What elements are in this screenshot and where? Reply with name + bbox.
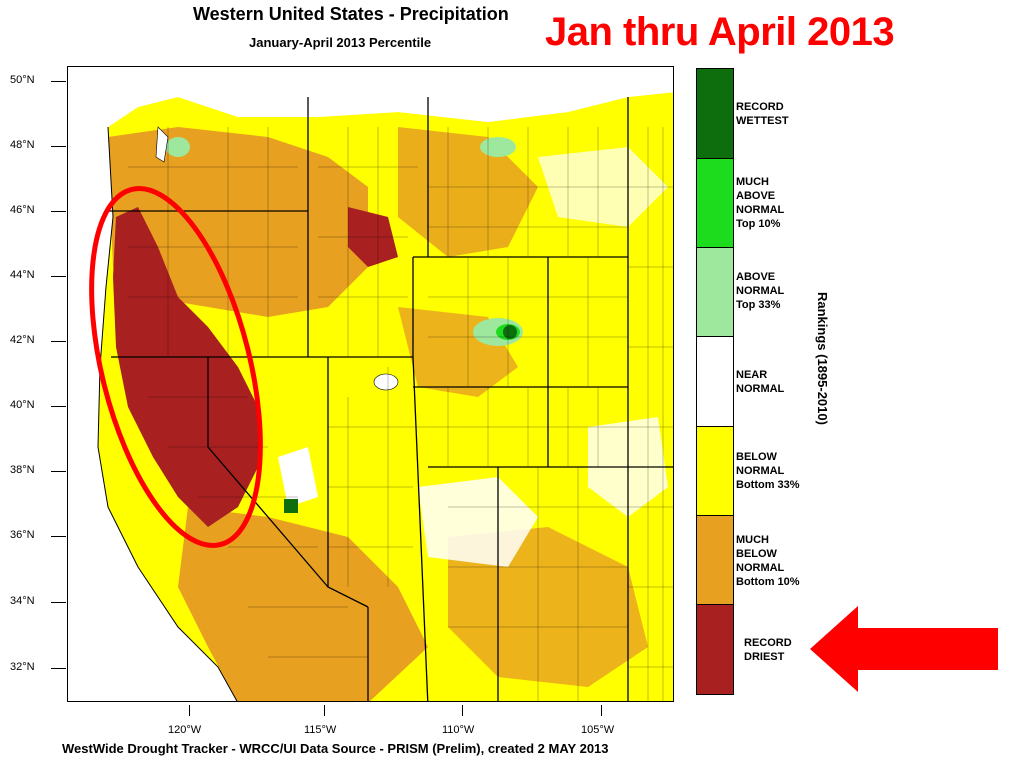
- legend-color-bar: [696, 68, 734, 695]
- lat-tick: [51, 406, 66, 407]
- precipitation-map: [67, 66, 674, 702]
- legend-label-near-normal: NEAR NORMAL: [736, 369, 785, 395]
- region-above-normal-wa: [166, 137, 190, 157]
- lon-label-120: 120°W: [168, 724, 202, 736]
- region-record-wettest-nv: [284, 499, 298, 513]
- lat-tick: [51, 211, 66, 212]
- legend-label-above: ABOVE NORMAL Top 33%: [736, 271, 785, 311]
- lat-label-40: 40°N: [10, 399, 35, 411]
- lat-tick: [51, 602, 66, 603]
- region-orange-nw: [108, 127, 368, 317]
- highlight-ellipse: [89, 186, 263, 548]
- lon-tick: [324, 705, 325, 716]
- lat-label-32: 32°N: [10, 661, 35, 673]
- arrow-shape: [810, 606, 998, 692]
- lat-label-42: 42°N: [10, 334, 35, 346]
- legend-swatch-much-below: [697, 516, 733, 605]
- lon-tick: [601, 705, 602, 716]
- data-credit: WestWide Drought Tracker - WRCC/UI Data …: [62, 741, 609, 756]
- lat-tick: [51, 81, 66, 82]
- pacific-ocean: [68, 67, 237, 701]
- legend-swatch-above: [697, 248, 733, 337]
- lon-label-115: 115°W: [304, 724, 337, 736]
- lat-label-50: 50°N: [10, 74, 35, 86]
- coastline: [97, 126, 238, 701]
- legend-label-much-below: MUCH BELOW NORMAL Bottom 10%: [736, 534, 800, 588]
- region-above-normal-mt: [480, 137, 516, 157]
- lon-tick: [462, 705, 463, 716]
- legend-swatch-record-driest: [697, 605, 733, 694]
- puget-sound: [155, 126, 169, 163]
- headline: Jan thru April 2013: [545, 10, 895, 54]
- lat-label-36: 36°N: [10, 529, 35, 541]
- lat-tick: [51, 146, 66, 147]
- lat-tick: [51, 668, 66, 669]
- legend-axis-title-wrap: Rankings (1895-2010): [808, 292, 832, 472]
- great-salt-lake: [373, 373, 399, 391]
- lat-label-38: 38°N: [10, 464, 35, 476]
- legend-swatch-much-above: [697, 159, 733, 248]
- region-orange-ne: [398, 127, 538, 257]
- region-near-normal-1: [278, 447, 318, 507]
- legend-label-record-wettest: RECORD WETTEST: [736, 101, 789, 127]
- state-borders: [108, 97, 673, 701]
- pacific-ocean-north: [68, 67, 673, 127]
- lat-tick: [51, 536, 66, 537]
- lon-label-105: 105°W: [581, 724, 615, 736]
- lon-tick: [189, 705, 190, 716]
- lat-tick: [51, 341, 66, 342]
- legend-swatch-below: [697, 427, 733, 516]
- lat-label-44: 44°N: [10, 269, 35, 281]
- map-subtitle: January-April 2013 Percentile: [249, 35, 432, 50]
- lon-label-110: 110°W: [442, 724, 475, 736]
- lat-label-48: 48°N: [10, 139, 35, 151]
- lat-tick: [51, 471, 66, 472]
- legend-label-record-driest: RECORD DRIEST: [744, 637, 792, 663]
- legend-axis-title: Rankings (1895-2010): [815, 292, 830, 425]
- legend-swatch-record-wettest: [697, 69, 733, 159]
- map-title: Western United States - Precipitation: [193, 4, 509, 24]
- region-orange-south: [178, 507, 428, 701]
- lat-label-34: 34°N: [10, 595, 35, 607]
- region-record-wettest-wy: [503, 325, 517, 339]
- red-arrow-icon: [810, 606, 998, 692]
- lat-label-46: 46°N: [10, 204, 35, 216]
- legend-swatch-near-normal: [697, 337, 733, 427]
- map-graphic: [68, 67, 673, 701]
- legend-label-much-above: MUCH ABOVE NORMAL Top 10%: [736, 176, 785, 230]
- legend-label-below: BELOW NORMAL Bottom 33%: [736, 451, 800, 491]
- region-near-normal-2: [418, 477, 538, 567]
- county-lines: [128, 127, 673, 701]
- lat-tick: [51, 276, 66, 277]
